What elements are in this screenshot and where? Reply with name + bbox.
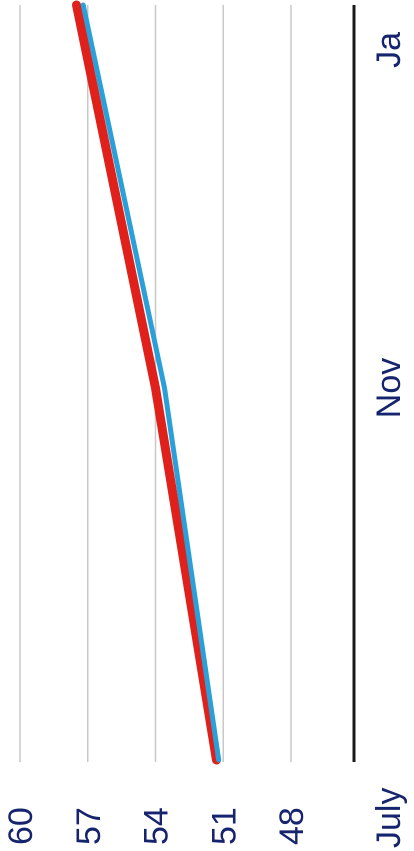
series-layer	[72, 0, 222, 765]
x-tick-label-july: July	[370, 788, 408, 848]
x-tick-labels: July Nov Ja	[370, 32, 408, 848]
x-tick-label-ja: Ja	[370, 32, 408, 68]
x-tick-label-nov: Nov	[370, 358, 408, 418]
y-tick-labels: 48 51 54 57 60	[2, 807, 311, 845]
series-line-blue	[80, 2, 222, 763]
series-line-red	[72, 0, 221, 765]
y-tick-label-48: 48	[273, 807, 311, 845]
y-tick-label-54: 54	[138, 807, 176, 845]
y-tick-label-57: 57	[70, 807, 108, 845]
y-tick-label-60: 60	[2, 807, 40, 845]
y-tick-label-51: 51	[205, 807, 243, 845]
